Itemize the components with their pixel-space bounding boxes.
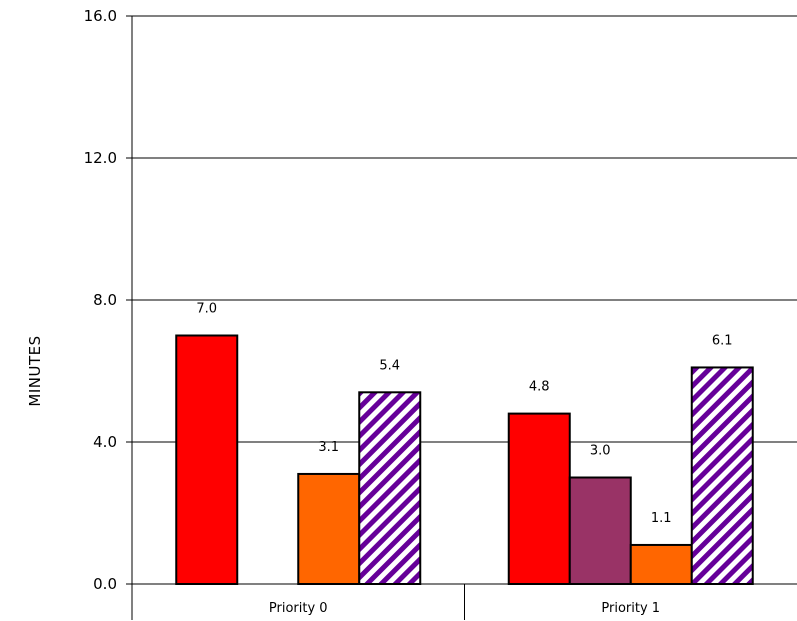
y-tick-label-4: 16.0 [84,7,117,25]
axes: 0.0 4.0 8.0 12.0 16.0 Priority 0 Priority 1 [84,7,797,620]
data-label-s2-c0: 3.1 [318,440,339,455]
bars [175,334,754,586]
data-label-s3-c0: 5.4 [379,358,400,373]
bar-s0-c0 [175,334,239,585]
x-category-label-0: Priority 0 [269,601,328,616]
data-label-s2-c1: 1.1 [651,511,672,526]
data-label-s0-c1: 4.8 [529,380,550,395]
bar-s3-c1 [690,366,754,586]
data-labels: 7.0 4.8 3.0 3.1 1.1 5.4 6.1 [196,302,732,526]
y-axis-title: MINUTES [26,335,44,406]
bar-s3-c0 [358,391,422,585]
data-label-s1-c1: 3.0 [590,444,611,459]
bar-s2-c0 [297,472,361,586]
y-tick-label-1: 4.0 [93,433,117,451]
data-label-s0-c0: 7.0 [196,302,217,317]
bar-s0-c1 [507,412,571,585]
y-tick-label-3: 12.0 [84,149,117,167]
data-label-s3-c1: 6.1 [712,333,733,348]
bar-s2-c1 [629,543,693,586]
gridlines [132,15,797,443]
y-tick-label-2: 8.0 [93,291,117,309]
x-category-label-1: Priority 1 [601,601,660,616]
y-tick-label-0: 0.0 [93,575,117,593]
bar-s1-c1 [568,476,632,585]
